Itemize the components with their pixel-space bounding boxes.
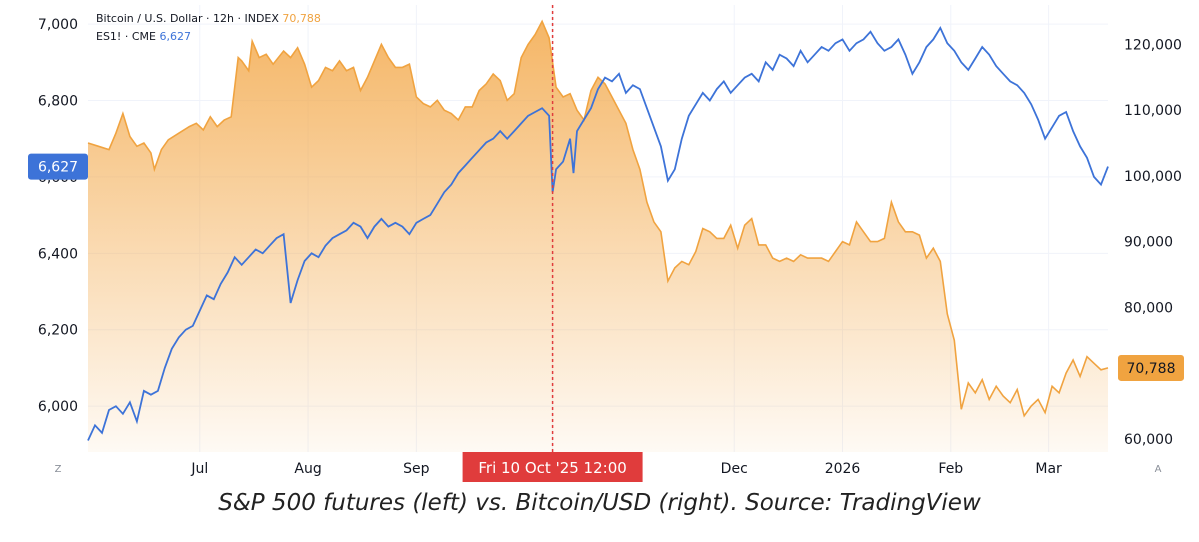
- crosshair-date-label: Fri 10 Oct '25 12:00: [478, 459, 626, 477]
- btc-line: [87, 19, 1109, 418]
- left-tick-label: 7,000: [38, 17, 78, 33]
- right-tick-label: 100,000: [1124, 169, 1182, 185]
- x-tick-label: Jul: [190, 461, 208, 477]
- right-axis: 120,000 110,000 100,000 90,000 80,000 60,000: [1124, 37, 1182, 447]
- btc-value-badge-label: 70,788: [1127, 361, 1176, 377]
- x-tick-label: Feb: [938, 461, 963, 477]
- right-tick-label: 90,000: [1124, 235, 1173, 251]
- left-tick-label: 6,200: [38, 323, 78, 339]
- spx-value-badge: [28, 153, 88, 180]
- x-tick-label: Aug: [294, 461, 321, 477]
- chart-caption: S&P 500 futures (left) vs. Bitcoin/USD (…: [218, 490, 981, 516]
- btc-area: [88, 21, 1108, 453]
- x-tick-label: Sep: [403, 461, 430, 477]
- corner-right-label: A: [1155, 464, 1162, 475]
- x-tick-label: 2026: [825, 461, 861, 477]
- corner-left-label: Z: [55, 464, 62, 475]
- spx-line: [87, 25, 1109, 441]
- left-tick-label: 6,800: [38, 94, 78, 110]
- btc-legend: Bitcoin / U.S. Dollar · 12h · INDEX 70,7…: [96, 12, 321, 25]
- btc-value-badge: [1118, 354, 1184, 381]
- left-tick-label: 6,000: [38, 399, 78, 415]
- left-tick-label: 6,400: [38, 246, 78, 262]
- x-tick-label: Mar: [1035, 461, 1062, 477]
- crosshair-date-badge: [462, 452, 643, 482]
- spx-legend: ES1! · CME 6,627: [96, 30, 191, 43]
- spx-value-badge-label: 6,627: [38, 160, 78, 176]
- right-tick-label: 110,000: [1124, 103, 1182, 119]
- right-tick-label: 120,000: [1124, 37, 1182, 53]
- spx-legend-value: 6,627: [159, 30, 191, 43]
- x-tick-label: Dec: [721, 461, 748, 477]
- spx-legend-label: ES1! · CME: [96, 30, 156, 43]
- x-axis: Jul Aug Sep Fri 10 Oct '25 12:00 Dec 2026 Feb M…: [55, 452, 1162, 482]
- right-tick-label: 80,000: [1124, 300, 1173, 316]
- right-tick-label: 60,000: [1124, 432, 1173, 448]
- value-badges: 6,627 70,788: [28, 153, 1184, 381]
- btc-legend-value: 70,788: [282, 12, 321, 25]
- btc-legend-label: Bitcoin / U.S. Dollar · 12h · INDEX: [96, 12, 279, 25]
